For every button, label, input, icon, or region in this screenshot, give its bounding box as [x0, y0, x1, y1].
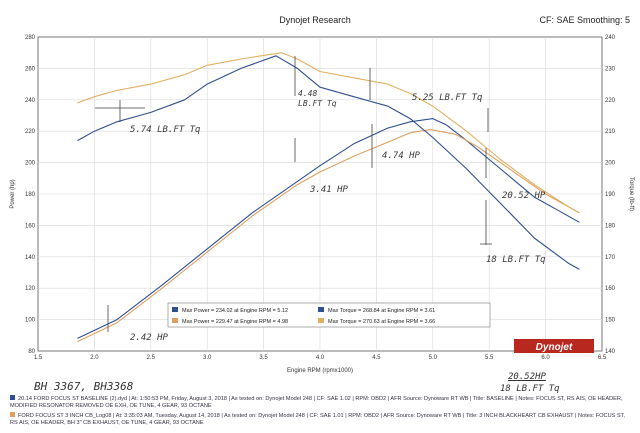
svg-text:Dynojet: Dynojet: [536, 342, 573, 353]
axis-ticks: 1.5 2.0 2.5 3.0 3.5 4.0 4.5 5.0 5.5 6.0 6.5 80 100 12…: [25, 35, 616, 361]
annotation-tq3: 5.25 LB.FT Tq: [412, 93, 483, 103]
y-left-tick-label: 180: [25, 192, 36, 198]
series-line-0: [77, 118, 580, 339]
annotation-tq1: 5.74 LB.FT Tq: [130, 125, 201, 135]
x-tick-label: 5.0: [429, 355, 438, 361]
x-tick-label: 6.0: [541, 355, 550, 361]
series-line-1: [77, 129, 580, 343]
run-info-exhaust: FORD FOCUS ST 3 INCH CB_Log08 | At: 3:35…: [10, 412, 625, 426]
y-axis-right-label: Torque (lb-ft): [628, 177, 634, 211]
series-line-3: [77, 52, 580, 214]
y-left-tick-label: 200: [25, 161, 36, 167]
annotation-hp1: 4.74 HP: [382, 151, 421, 161]
y-left-tick-label: 240: [25, 98, 36, 104]
legend-swatch-torque-blue: [318, 307, 324, 312]
handwritten-hp-gain: 20.52HP: [508, 372, 546, 382]
y-left-tick-label: 140: [25, 255, 36, 261]
x-tick-label: 4.5: [372, 355, 381, 361]
y-right-tick-label: 200: [605, 161, 616, 167]
chart-correction-info: CF: SAE Smoothing: 5: [539, 15, 630, 25]
annotation-tq2b: LB.FT Tq: [298, 99, 337, 108]
y-right-tick-label: 140: [605, 349, 616, 355]
annotation-hp2: 3.41 HP: [309, 185, 349, 195]
x-axis-label: Engine RPM (rpmx1000): [287, 368, 353, 374]
x-tick-label: 2.5: [147, 355, 156, 361]
dynojet-logo: Dynojet: [514, 339, 594, 353]
y-left-tick-label: 260: [25, 66, 36, 72]
legend: Max Power = 234.02 at Engine RPM = 5.12 …: [167, 302, 491, 328]
legend-swatch-power-orange: [172, 318, 178, 323]
annotation-hp4: 2.42 HP: [130, 333, 169, 343]
y-axis-left-label: Power (hp): [10, 179, 16, 208]
y-right-tick-label: 150: [605, 318, 616, 324]
handwritten-tq-gain: 18 LB.FT Tq: [500, 384, 560, 394]
annotation-hp3: 20.52 HP: [502, 191, 546, 201]
legend-swatch-torque-orange: [318, 318, 324, 323]
y-left-tick-label: 280: [25, 35, 36, 41]
legend-entry-power-orange: Max Power = 229.47 at Engine RPM = 4.98: [182, 319, 288, 325]
x-tick-label: 1.5: [34, 355, 43, 361]
series-lines: [77, 52, 580, 343]
y-right-tick-label: 170: [605, 255, 616, 261]
y-left-tick-label: 120: [25, 286, 36, 292]
x-tick-label: 4.0: [316, 355, 325, 361]
y-right-tick-label: 230: [605, 66, 616, 72]
y-left-tick-label: 100: [25, 318, 36, 324]
y-right-tick-label: 240: [605, 35, 616, 41]
annotation-tq4: 18 LB.FT Tq: [486, 255, 546, 265]
run-marker-blue: [10, 395, 15, 400]
x-tick-label: 5.5: [485, 355, 494, 361]
legend-swatch-power-blue: [172, 307, 178, 312]
chart-title: Dynojet Research: [279, 15, 351, 25]
y-right-tick-label: 180: [605, 223, 616, 229]
annotation-tq2a: 4.48: [298, 89, 317, 98]
x-tick-label: 3.5: [259, 355, 268, 361]
run-info-baseline: 20.14 FORD FOCUS ST BASELINE (2).dyd | A…: [10, 395, 623, 409]
y-left-tick-label: 80: [28, 349, 35, 355]
legend-entry-power-blue: Max Power = 234.02 at Engine RPM = 5.12: [182, 308, 288, 314]
y-left-tick-label: 160: [25, 223, 36, 229]
x-tick-label: 6.5: [598, 355, 607, 361]
annotation-arrows: [95, 56, 492, 332]
legend-entry-torque-orange: Max Torque = 270.63 at Engine RPM = 3.66: [328, 319, 435, 325]
run-marker-orange: [10, 412, 15, 417]
handwritten-vehicle-ids: BH 3367, BH3368: [34, 380, 134, 393]
series-line-2: [77, 55, 580, 270]
x-tick-label: 2.0: [90, 355, 99, 361]
legend-entry-torque-blue: Max Torque = 268.84 at Engine RPM = 3.61: [328, 308, 435, 314]
y-right-tick-label: 190: [605, 192, 616, 198]
x-tick-label: 3.0: [203, 355, 212, 361]
y-right-tick-label: 210: [605, 129, 616, 135]
y-right-tick-label: 220: [605, 98, 616, 104]
y-left-tick-label: 220: [25, 129, 36, 135]
y-right-tick-label: 160: [605, 286, 616, 292]
